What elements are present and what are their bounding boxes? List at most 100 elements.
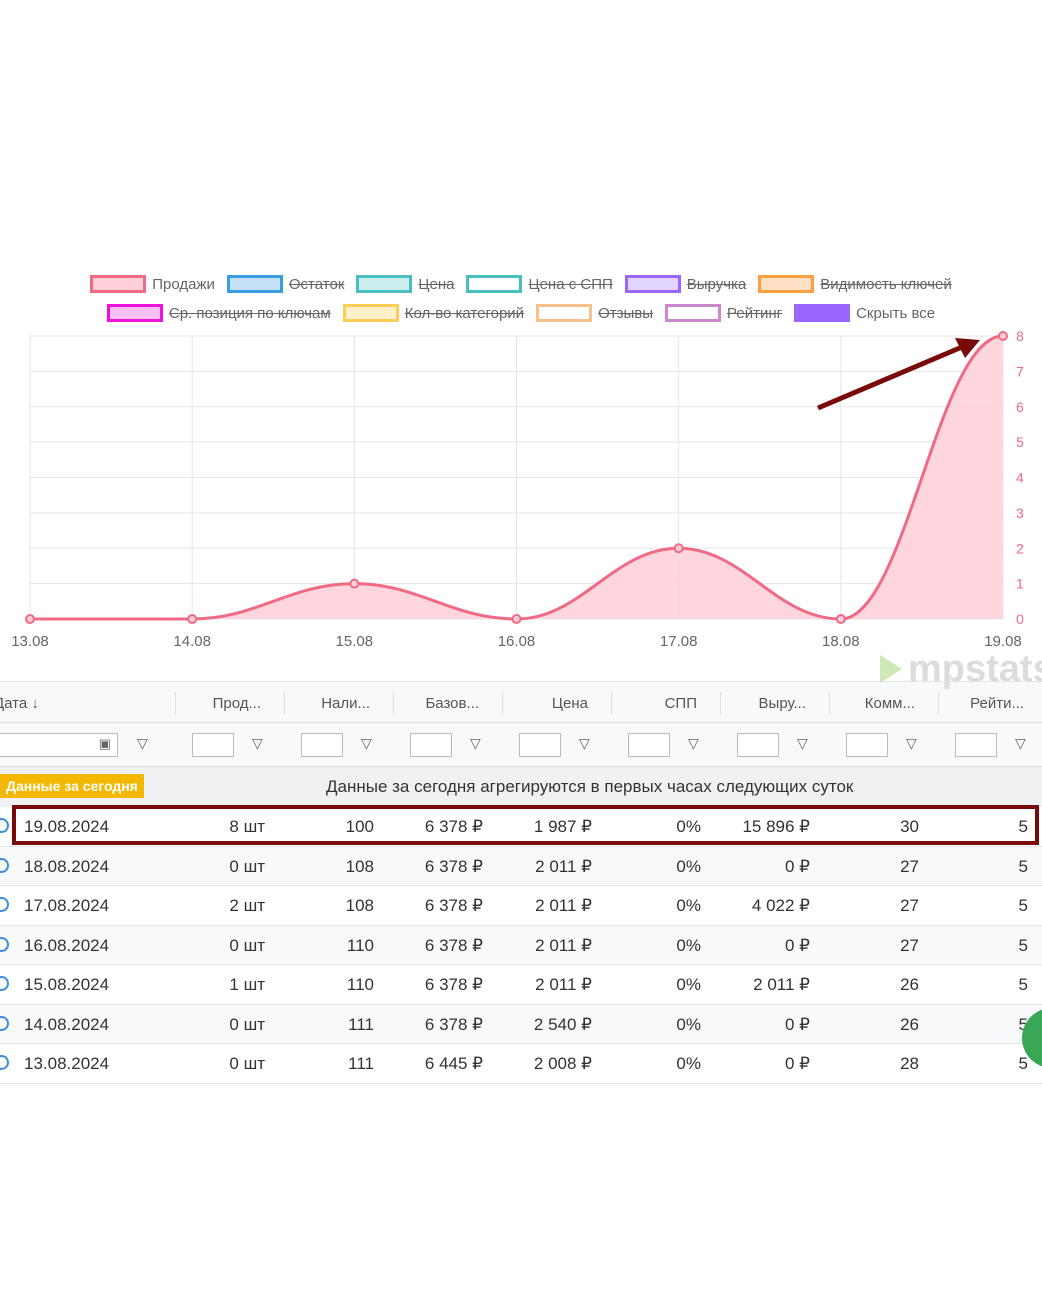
table-cell: 15 896 ₽: [742, 817, 810, 836]
y-tick-label: 2: [1016, 540, 1024, 556]
legend-item[interactable]: Видимость ключей: [758, 275, 952, 293]
filter-input[interactable]: [192, 733, 234, 757]
legend-label: Остаток: [288, 275, 345, 293]
calendar-icon[interactable]: ▣: [98, 736, 111, 751]
column-header[interactable]: Прод...: [212, 695, 261, 712]
table-row[interactable]: 19.08.2024 8 шт 100 6 378 ₽ 1 987 ₽ 0% 15 896 …: [0, 807, 1042, 847]
column-separator[interactable]: [611, 692, 612, 714]
legend-label: Цена с СПП: [528, 275, 613, 293]
table-cell: 111: [348, 1054, 374, 1073]
column-header[interactable]: Комм...: [864, 695, 915, 712]
history-icon[interactable]: [0, 936, 9, 952]
legend-swatch: [356, 275, 413, 293]
legend-swatch: [342, 304, 399, 322]
table-cell: 2 011 ₽: [535, 935, 592, 955]
table-cell: 0 ₽: [785, 1014, 810, 1034]
filter-icon[interactable]: ▽: [470, 735, 481, 751]
column-header[interactable]: Базов...: [425, 695, 479, 712]
history-icon[interactable]: [0, 818, 9, 833]
table-cell: 0 ₽: [785, 935, 810, 955]
table-cell: 26: [900, 975, 919, 994]
y-tick-label: 0: [1016, 611, 1024, 627]
table-cell: 2 011 ₽: [535, 896, 592, 915]
table-row[interactable]: 16.08.2024 0 шт 110 6 378 ₽ 2 011 ₽ 0% 0 ₽ 27 5: [0, 925, 1042, 965]
table-row[interactable]: 18.08.2024 0 шт 108 6 378 ₽ 2 011 ₽ 0% 0 ₽ 27 5: [0, 846, 1042, 886]
legend-swatch: [106, 304, 163, 322]
table-cell: 27: [900, 896, 919, 915]
column-separator[interactable]: [175, 692, 176, 714]
table-cell: 0 шт: [229, 856, 265, 876]
filter-icon[interactable]: ▽: [688, 735, 699, 751]
legend-swatch: [665, 304, 722, 322]
table-cell: 5: [1018, 817, 1028, 836]
legend-label: Отзывы: [598, 304, 654, 322]
y-tick-label: 5: [1016, 434, 1024, 450]
column-separator[interactable]: [938, 692, 939, 714]
legend-label: Видимость ключей: [820, 275, 952, 293]
table-row[interactable]: 15.08.2024 1 шт 110 6 378 ₽ 2 011 ₽ 0% 2 011 ₽…: [0, 965, 1042, 1005]
filter-input[interactable]: [737, 733, 779, 757]
filter-input[interactable]: [301, 733, 343, 757]
legend-item[interactable]: Скрыть все: [794, 304, 935, 322]
chart-legend-row-1: Продажи Остаток Цена Цена с СПП Выручка Видим…: [0, 275, 1042, 293]
history-icon[interactable]: [0, 976, 9, 991]
legend-swatch: [794, 304, 851, 322]
table-cell: 0 ₽: [785, 1054, 810, 1073]
filter-icon[interactable]: ▽: [252, 735, 263, 751]
legend-item[interactable]: Цена с СПП: [466, 275, 613, 293]
column-header[interactable]: СПП: [664, 695, 697, 712]
legend-item[interactable]: Отзывы: [536, 304, 653, 322]
filter-input[interactable]: [519, 733, 561, 757]
legend-item[interactable]: Кол-во категорий: [342, 304, 524, 322]
filter-icon[interactable]: ▽: [137, 735, 148, 751]
table-cell: 6 378 ₽: [424, 975, 483, 994]
table-cell: 28: [900, 1054, 919, 1073]
column-separator[interactable]: [720, 692, 721, 714]
history-icon[interactable]: [0, 1055, 9, 1070]
column-header[interactable]: Рейти...: [970, 695, 1024, 712]
filter-input[interactable]: [955, 733, 997, 757]
table-cell: 30: [900, 817, 919, 836]
column-header[interactable]: Цена: [551, 695, 588, 712]
table-cell: 27: [900, 935, 919, 955]
history-icon[interactable]: [0, 897, 9, 912]
table-cell: 2 011 ₽: [535, 856, 592, 876]
filter-input[interactable]: ▣: [0, 733, 118, 757]
table-row[interactable]: 17.08.2024 2 шт 108 6 378 ₽ 2 011 ₽ 0% 4 022 ₽…: [0, 886, 1042, 926]
filter-icon[interactable]: ▽: [797, 735, 808, 751]
column-separator[interactable]: [393, 692, 394, 714]
y-tick-label: 8: [1016, 328, 1024, 344]
column-header[interactable]: Нали...: [321, 695, 370, 712]
column-separator[interactable]: [502, 692, 503, 714]
table-row[interactable]: 14.08.2024 0 шт 111 6 378 ₽ 2 540 ₽ 0% 0 ₽ 26 5: [0, 1004, 1042, 1044]
legend-item[interactable]: Рейтинг: [665, 304, 782, 322]
data-point: [673, 543, 684, 554]
filter-icon[interactable]: ▽: [906, 735, 917, 751]
history-icon[interactable]: [0, 857, 9, 873]
today-note: Данные за сегодня агрегируются в первых …: [326, 777, 854, 796]
legend-item[interactable]: Остаток: [226, 275, 345, 293]
table-cell: 6 378 ₽: [424, 1014, 483, 1034]
filter-icon[interactable]: ▽: [361, 735, 372, 751]
legend-item[interactable]: Продажи: [90, 275, 215, 293]
legend-item[interactable]: Ср. позиция по ключам: [106, 304, 331, 322]
legend-item[interactable]: Выручка: [624, 275, 746, 293]
legend-item[interactable]: Цена: [356, 275, 454, 293]
table-cell: 5: [1018, 975, 1028, 994]
highlight-frame: [12, 805, 1039, 845]
filter-icon[interactable]: ▽: [579, 735, 590, 751]
column-separator[interactable]: [829, 692, 830, 714]
history-icon[interactable]: [0, 1015, 9, 1031]
legend-swatch: [226, 275, 283, 293]
column-header[interactable]: Выру...: [758, 695, 806, 712]
filter-input[interactable]: [846, 733, 888, 757]
chat-button[interactable]: [1022, 1008, 1042, 1068]
x-tick-label: 19.08: [984, 633, 1022, 650]
column-header[interactable]: Дата ↓: [0, 695, 39, 712]
column-separator[interactable]: [284, 692, 285, 714]
table-row[interactable]: 13.08.2024 0 шт 111 6 445 ₽ 2 008 ₽ 0% 0 ₽ 28 5: [0, 1044, 1042, 1084]
logo-icon: [880, 655, 902, 683]
filter-input[interactable]: [628, 733, 670, 757]
filter-icon[interactable]: ▽: [1015, 735, 1026, 751]
filter-input[interactable]: [410, 733, 452, 757]
